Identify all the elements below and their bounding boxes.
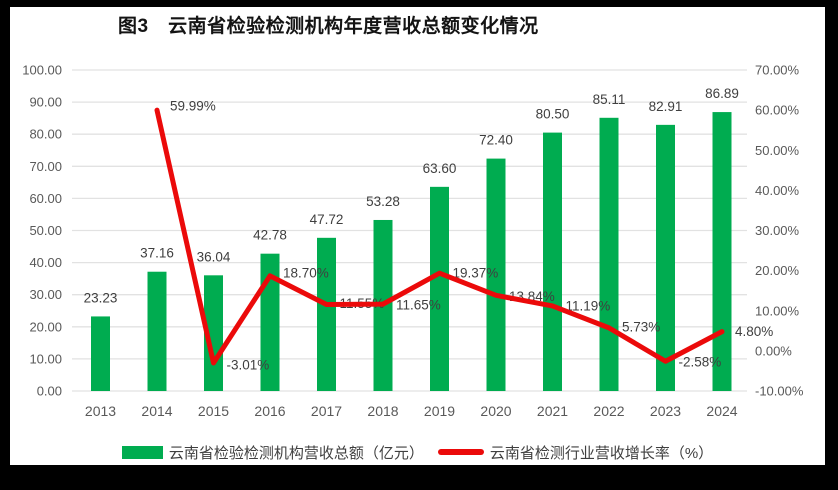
- y-axis-right-tick-label: 40.00%: [755, 183, 800, 198]
- bar-value-label: 23.23: [84, 290, 118, 305]
- y-axis-left-tick-label: 90.00: [29, 95, 62, 110]
- legend: 云南省检验检测机构营收总额（亿元） 云南省检测行业营收增长率（%）: [10, 442, 825, 462]
- y-axis-right-tick-label: -10.00%: [755, 384, 804, 399]
- bar-2024: [712, 112, 732, 391]
- line-value-label: 18.70%: [283, 265, 329, 280]
- line-value-label: 19.37%: [453, 266, 499, 281]
- x-axis-label: 2023: [650, 403, 681, 419]
- bar-value-label: 63.60: [423, 161, 457, 176]
- legend-bar-swatch: [121, 445, 163, 459]
- x-axis-label: 2017: [311, 403, 342, 419]
- bar-value-label: 53.28: [366, 194, 400, 209]
- bar-2016: [260, 253, 280, 391]
- bar-value-label: 42.78: [253, 228, 287, 243]
- bar-value-label: 72.40: [479, 133, 513, 148]
- y-axis-left-tick-label: 70.00: [29, 159, 62, 174]
- bar-2013: [91, 316, 110, 391]
- x-axis-label: 2019: [424, 403, 455, 419]
- y-axis-left-tick-label: 60.00: [29, 191, 62, 206]
- line-value-label: -2.58%: [679, 355, 722, 370]
- y-axis-left-tick-label: 20.00: [29, 319, 62, 334]
- bar-2015: [204, 275, 223, 391]
- y-axis-left-tick-label: 40.00: [29, 255, 62, 270]
- y-axis-right-tick-label: 30.00%: [755, 223, 800, 238]
- bar-2017: [317, 237, 336, 391]
- bar-2021: [543, 132, 562, 391]
- y-axis-right-tick-label: 20.00%: [755, 263, 800, 278]
- legend-line-label: 云南省检测行业营收增长率（%）: [489, 444, 714, 462]
- bar-value-label: 82.91: [649, 99, 683, 114]
- y-axis-left-tick-label: 100.00: [22, 63, 62, 78]
- bar-2014: [147, 271, 167, 391]
- bar-2023: [656, 124, 675, 392]
- bar-value-label: 47.72: [310, 212, 344, 227]
- x-axis-label: 2024: [706, 403, 737, 419]
- legend-line-swatch: [437, 449, 484, 455]
- y-axis-left-tick-label: 50.00: [29, 223, 62, 238]
- x-axis-label: 2015: [198, 403, 229, 419]
- x-axis-label: 2021: [537, 403, 568, 419]
- line-value-label: 11.19%: [566, 298, 611, 313]
- y-axis-right-tick-label: 10.00%: [755, 303, 800, 318]
- x-axis-label: 2022: [593, 403, 624, 419]
- y-axis-left-tick-label: 10.00: [29, 351, 62, 366]
- x-axis-label: 2014: [141, 403, 172, 419]
- bar-value-label: 86.89: [705, 86, 739, 101]
- chart-title: 图3 云南省检验检测机构年度营收总额变化情况: [118, 16, 539, 37]
- bar-2019: [430, 186, 449, 391]
- y-axis-right-tick-label: 60.00%: [755, 103, 800, 118]
- bar-value-label: 37.16: [140, 246, 174, 261]
- growth-rate-line: [154, 107, 725, 366]
- x-axis-label: 2018: [367, 403, 398, 419]
- bar-value-label: 36.04: [197, 249, 231, 264]
- bar-value-label: 80.50: [536, 107, 570, 122]
- y-axis-right-tick-label: 70.00%: [755, 63, 800, 78]
- line-value-label: 5.73%: [622, 319, 660, 334]
- y-axis-left-tick-label: 0.00: [37, 384, 62, 399]
- bar-2020: [486, 158, 506, 391]
- x-axis-label: 2016: [254, 403, 285, 419]
- chart-panel: [10, 7, 825, 465]
- y-axis-left-tick-label: 80.00: [29, 127, 62, 142]
- bar-value-label: 85.11: [593, 92, 626, 107]
- bar-2022: [599, 117, 619, 391]
- line-value-label: -3.01%: [227, 357, 270, 372]
- y-axis-right-tick-label: 0.00%: [755, 343, 792, 358]
- legend-bar-label: 云南省检验检测机构营收总额（亿元）: [168, 444, 424, 462]
- line-value-label: 59.99%: [170, 99, 216, 114]
- y-axis-right-tick-label: 50.00%: [755, 143, 800, 158]
- x-axis-label: 2013: [85, 403, 116, 419]
- x-axis-label: 2020: [480, 403, 511, 419]
- y-axis-left-tick-label: 30.00: [29, 287, 62, 302]
- line-value-label: 11.65%: [396, 298, 441, 313]
- line-value-label: 4.80%: [735, 324, 773, 339]
